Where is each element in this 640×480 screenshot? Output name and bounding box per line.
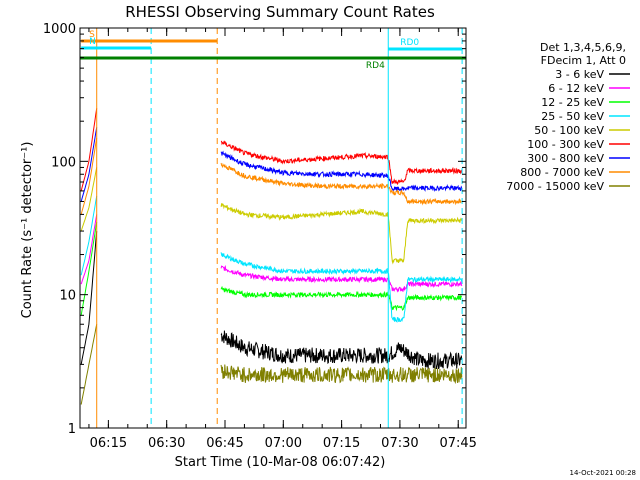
series-line xyxy=(80,137,98,215)
x-axis-label: Start Time (10-Mar-08 06:07:42) xyxy=(175,455,386,470)
chart-title: RHESSI Observing Summary Count Rates xyxy=(125,3,435,21)
x-tick-label: 06:15 xyxy=(90,436,127,451)
legend-header: FDecim 1, Att 0 xyxy=(541,54,626,67)
y-tick-label: 100 xyxy=(51,155,76,170)
plot-area: SN RD0 RD4 xyxy=(80,28,466,428)
series-line xyxy=(220,252,463,323)
y-axis-label: Count Rate (s⁻¹ detector⁻¹) xyxy=(20,142,35,319)
series-line xyxy=(80,324,98,405)
legend-label: 7000 - 15000 keV xyxy=(506,180,604,193)
legend-header: Det 1,3,4,5,6,9, xyxy=(540,41,626,54)
flag-label: RD4 xyxy=(366,61,385,71)
series-line xyxy=(80,195,98,276)
series-6 xyxy=(80,127,463,202)
footer-timestamp: 14-Oct-2021 00:28 xyxy=(570,469,636,477)
x-tick-label: 07:45 xyxy=(439,436,476,451)
x-tick-label: 07:15 xyxy=(323,436,360,451)
legend-label: 300 - 800 keV xyxy=(527,152,604,165)
series-8 xyxy=(80,324,463,405)
series-line xyxy=(220,203,463,265)
x-tick-label: 06:45 xyxy=(206,436,243,451)
series-line xyxy=(220,330,463,370)
series-line xyxy=(220,150,463,192)
x-tick-label: 07:00 xyxy=(265,436,302,451)
series-line xyxy=(80,108,98,192)
series-4 xyxy=(80,167,463,265)
legend-label: 100 - 300 keV xyxy=(527,138,604,151)
legend-label: 25 - 50 keV xyxy=(541,110,604,123)
legend-label: 50 - 100 keV xyxy=(534,124,604,137)
x-tick-label: 07:30 xyxy=(381,436,418,451)
series-line xyxy=(220,162,463,206)
flag-label: RD0 xyxy=(400,38,419,48)
flag-label: N xyxy=(89,37,96,47)
series-5 xyxy=(80,108,463,192)
legend: Det 1,3,4,5,6,9,FDecim 1, Att 03 - 6 keV… xyxy=(506,41,630,193)
series-line xyxy=(80,214,98,285)
series-line xyxy=(220,265,463,293)
series-line xyxy=(220,140,463,186)
series-0 xyxy=(80,231,463,370)
series-line xyxy=(80,231,98,365)
legend-label: 800 - 7000 keV xyxy=(520,166,604,179)
series-line xyxy=(220,364,463,385)
series-7 xyxy=(80,137,463,215)
series-line xyxy=(80,167,98,232)
x-tick-label: 06:30 xyxy=(148,436,185,451)
y-tick-label: 1000 xyxy=(43,22,76,37)
series-line xyxy=(220,285,463,312)
axes: 1 10 100 1000 06:15 06:30 06:45 07:00 07:15 07:30… xyxy=(43,22,477,451)
legend-label: 3 - 6 keV xyxy=(555,68,604,81)
series-3 xyxy=(80,195,463,323)
y-tick-label: 1 xyxy=(68,422,76,437)
series-1 xyxy=(80,214,463,293)
plot-frame xyxy=(79,27,467,429)
y-tick-label: 10 xyxy=(59,289,76,304)
series-line xyxy=(80,222,98,316)
legend-label: 6 - 12 keV xyxy=(548,82,604,95)
series-line xyxy=(80,127,98,202)
legend-label: 12 - 25 keV xyxy=(541,96,604,109)
flag-label: S xyxy=(89,30,95,40)
